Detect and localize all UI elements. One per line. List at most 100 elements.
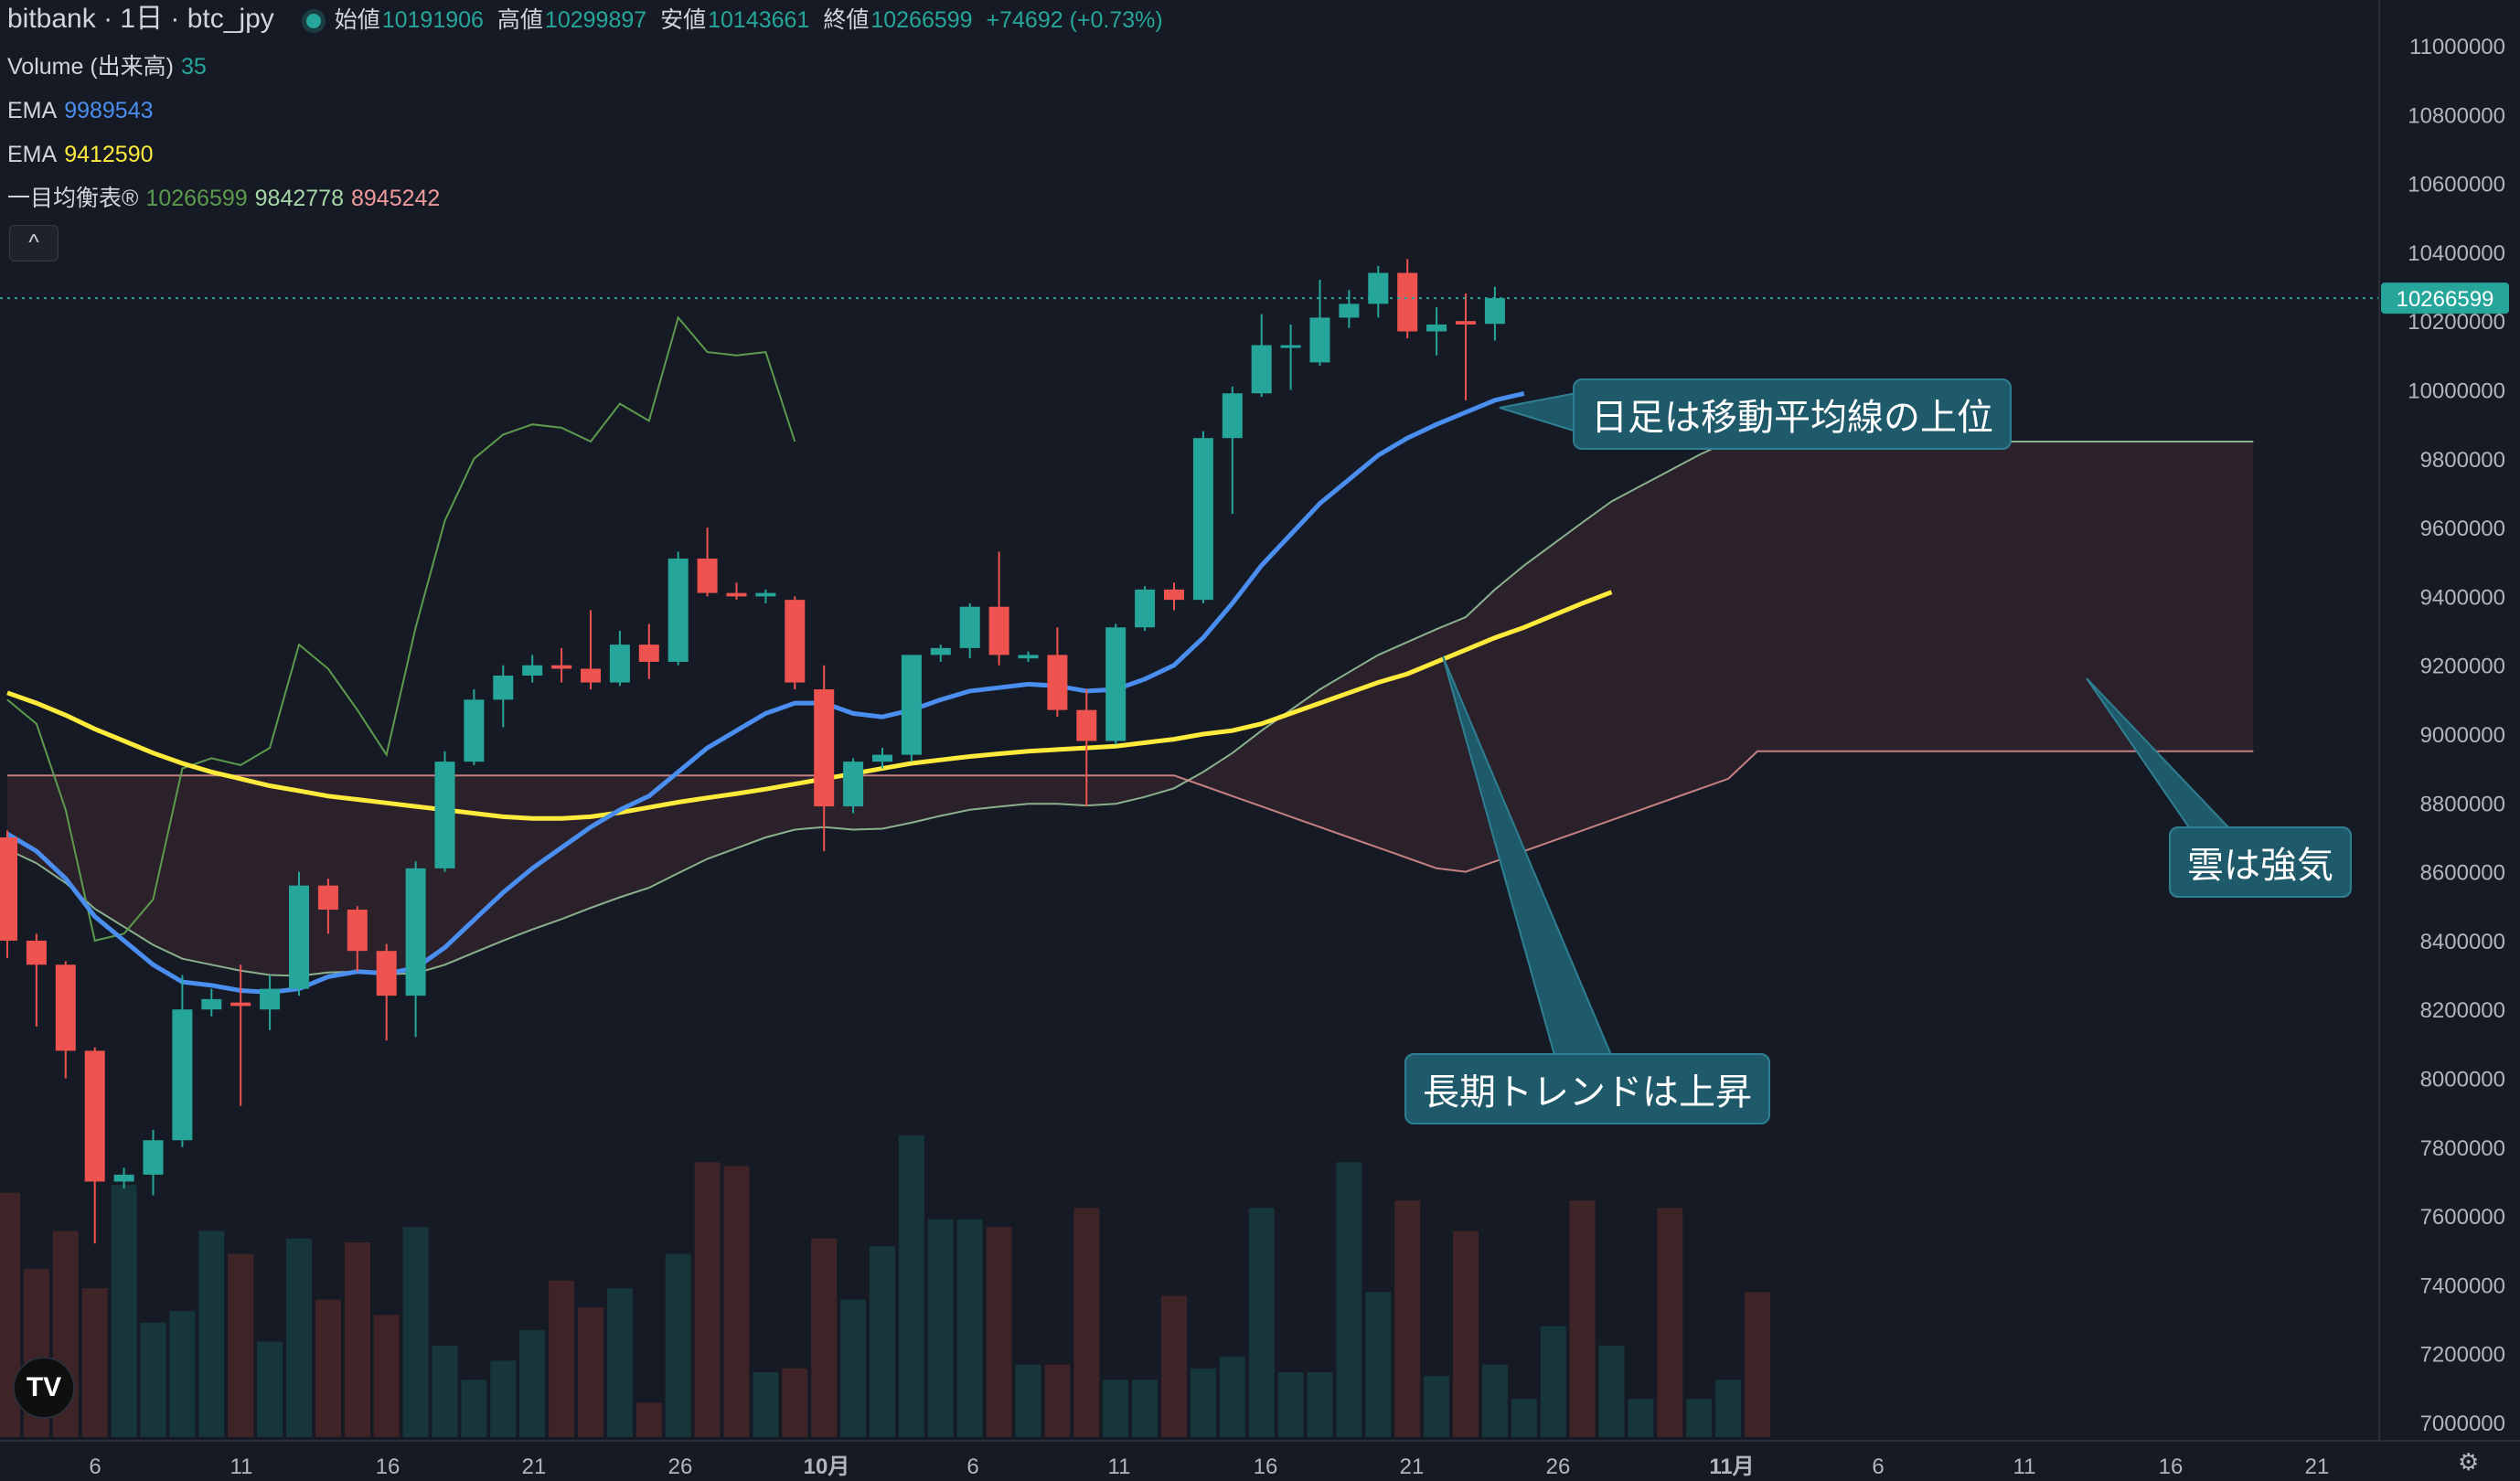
- volume-bar: [986, 1227, 1012, 1437]
- volume-bar: [315, 1299, 341, 1437]
- volume-bar: [198, 1231, 225, 1437]
- volume-bar: [1073, 1208, 1100, 1437]
- volume-bar: [606, 1288, 633, 1437]
- candle: [1368, 265, 1389, 318]
- candle: [522, 655, 543, 683]
- candle-body: [959, 606, 980, 648]
- callout-cloud-bullish[interactable]: 雲は強気: [2169, 826, 2352, 898]
- candle-body: [405, 868, 426, 996]
- volume-bar: [1132, 1380, 1159, 1437]
- close-value: 10266599: [870, 7, 973, 33]
- candle: [1309, 280, 1330, 367]
- candle-body: [493, 675, 514, 700]
- volume-bar: [344, 1241, 370, 1437]
- tradingview-logo-icon[interactable]: TV: [13, 1357, 75, 1419]
- candle: [55, 961, 76, 1079]
- time-tick-label: 21: [2305, 1454, 2330, 1479]
- settings-gear-icon[interactable]: ⚙: [2458, 1448, 2480, 1476]
- candle-body: [843, 762, 864, 807]
- callout-long-trend[interactable]: 長期トレンドは上昇: [1404, 1053, 1770, 1124]
- candle: [785, 596, 806, 690]
- time-tick-label: 21: [522, 1454, 547, 1479]
- candle-body: [26, 940, 47, 965]
- candle-body: [1192, 438, 1213, 601]
- candle: [434, 751, 455, 872]
- candle: [1426, 307, 1447, 356]
- candle: [988, 551, 1009, 666]
- candle: [1164, 582, 1184, 611]
- change-value: +74692 (+0.73%): [986, 7, 1163, 33]
- open-value: 10191906: [381, 7, 484, 33]
- collapse-legend-button[interactable]: ^: [9, 225, 59, 261]
- candle: [405, 861, 426, 1038]
- ichimoku-label: 一目均衡表®: [7, 186, 139, 211]
- candle-body: [1135, 589, 1156, 628]
- candle-body: [1251, 345, 1272, 394]
- volume-bar: [1365, 1292, 1392, 1437]
- candle-body: [697, 558, 718, 593]
- lagging-span: [6, 315, 796, 943]
- candle: [347, 906, 368, 972]
- time-axis[interactable]: 6 11 16 21 26 10月 6 11 16 21 26 11月 6 11 16 21: [89, 1454, 2329, 1479]
- candle-body: [230, 1002, 251, 1007]
- candle-body: [581, 668, 601, 683]
- candle: [843, 758, 864, 814]
- candle: [143, 1129, 164, 1196]
- last-price-label: 10266599: [2381, 282, 2509, 314]
- candle-body: [55, 964, 76, 1051]
- candle: [638, 623, 659, 679]
- volume-bar: [1248, 1208, 1275, 1437]
- candle: [609, 631, 630, 687]
- price-axis[interactable]: 11000000 10800000 10600000 10400000 10200000…: [2408, 35, 2505, 1436]
- time-tick-label: 16: [1254, 1454, 1278, 1479]
- candle: [1018, 651, 1039, 662]
- volume-bar: [1190, 1368, 1216, 1437]
- candle-body: [1484, 298, 1505, 325]
- candle: [1192, 431, 1213, 603]
- price-tick-label: 10400000: [2408, 241, 2505, 266]
- ichimoku-cloud: [7, 442, 2254, 976]
- symbol-title[interactable]: bitbank · 1日 · btc_jpy: [7, 4, 274, 34]
- volume-bar: [1015, 1364, 1041, 1437]
- pointer-ema: [1499, 391, 1577, 433]
- chevron-up-icon: ^: [28, 230, 39, 255]
- volume-legend[interactable]: Volume (出来高) 35: [7, 53, 214, 80]
- candle: [113, 1167, 134, 1188]
- time-tick-label: 11: [2013, 1454, 2036, 1479]
- candle: [959, 602, 980, 659]
- price-tick-label: 10600000: [2408, 173, 2505, 197]
- candle-body: [113, 1174, 134, 1182]
- candlesticks: [0, 259, 1505, 1244]
- ema-fast-legend[interactable]: EMA 9989543: [7, 97, 161, 124]
- candle-body: [434, 762, 455, 868]
- time-tick-label: 11: [230, 1454, 253, 1479]
- candle: [1251, 314, 1272, 398]
- candle: [260, 975, 281, 1030]
- volume-bar: [1394, 1200, 1421, 1437]
- time-tick-label: 16: [376, 1454, 400, 1479]
- time-tick-label: 11: [1108, 1454, 1131, 1479]
- leading-span-b: [7, 750, 2254, 873]
- candle-body: [638, 645, 659, 662]
- candle-body: [376, 951, 397, 996]
- candle: [1397, 259, 1418, 339]
- volume-bar: [927, 1219, 954, 1437]
- volume-bar: [753, 1371, 779, 1437]
- volume-bar: [840, 1299, 867, 1437]
- volume-bar: [257, 1341, 283, 1437]
- candle-body: [172, 1009, 193, 1141]
- candle-body: [1105, 627, 1127, 741]
- volume-bar: [373, 1315, 400, 1437]
- close-label: 終値: [823, 7, 870, 33]
- candle: [1076, 689, 1097, 807]
- time-tick-label: 26: [1546, 1454, 1571, 1479]
- callout-pointers: [1442, 391, 2234, 1056]
- callout-ema-above[interactable]: 日足は移動平均線の上位: [1573, 378, 2012, 450]
- ema-slow-legend[interactable]: EMA 9412590: [7, 141, 161, 168]
- ichimoku-legend[interactable]: 一目均衡表® 10266599 9842778 8945242: [7, 185, 447, 212]
- volume-bar: [1686, 1399, 1713, 1437]
- candle: [201, 988, 222, 1017]
- price-tick-label: 9600000: [2420, 517, 2505, 541]
- price-tick-label: 10200000: [2408, 310, 2505, 335]
